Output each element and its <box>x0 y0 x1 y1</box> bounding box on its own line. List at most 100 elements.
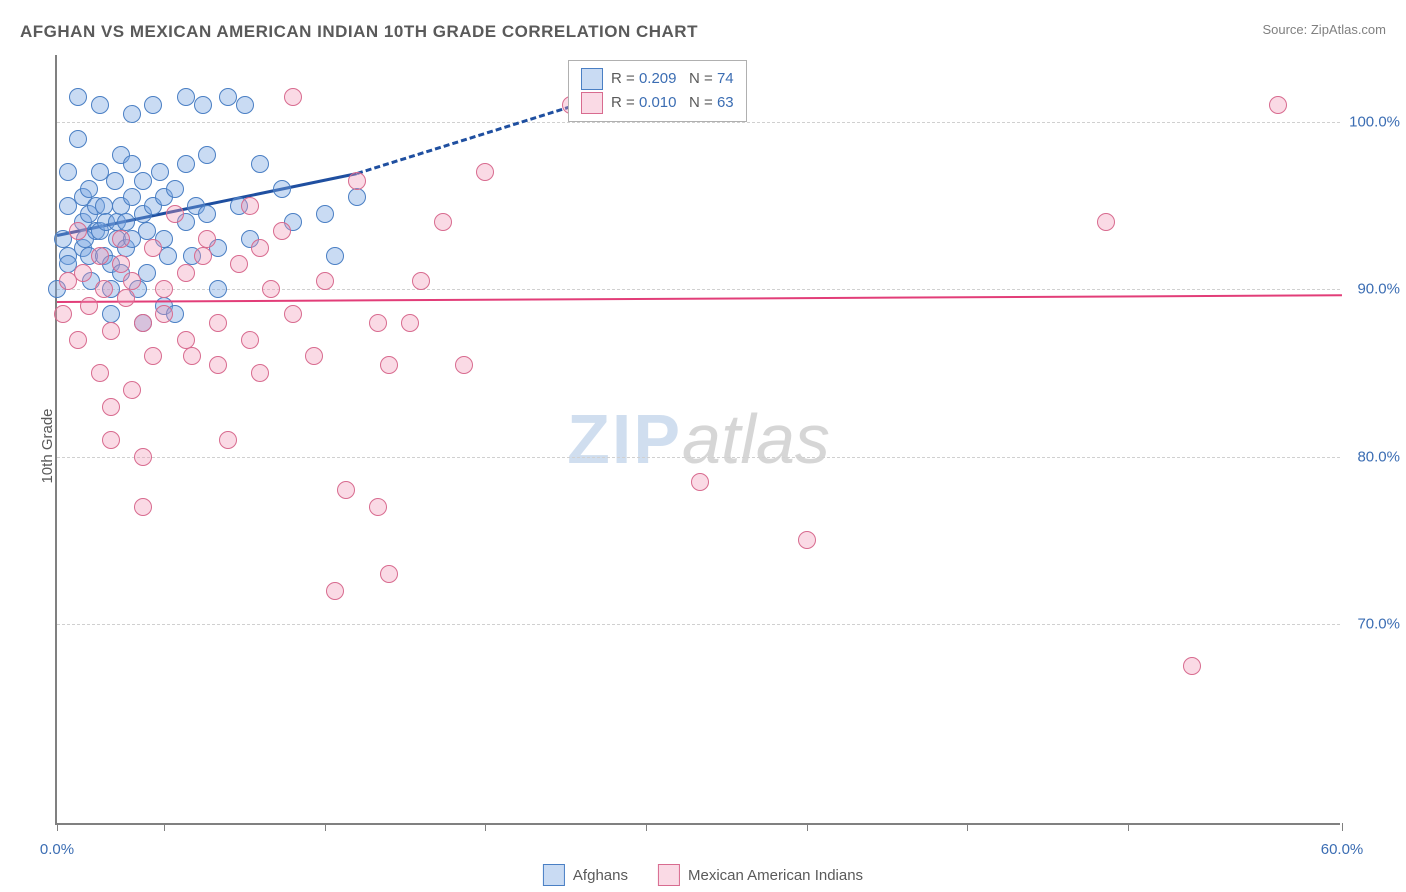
data-point-mexican <box>1269 96 1287 114</box>
data-point-mexican <box>369 498 387 516</box>
x-tick-label: 0.0% <box>40 841 74 858</box>
data-point-mexican <box>74 264 92 282</box>
data-point-afghans <box>69 130 87 148</box>
correlation-legend: R = 0.209 N = 74R = 0.010 N = 63 <box>568 60 747 122</box>
data-point-mexican <box>251 239 269 257</box>
data-point-mexican <box>455 356 473 374</box>
data-point-afghans <box>69 88 87 106</box>
data-point-mexican <box>102 322 120 340</box>
x-tick <box>57 823 58 831</box>
data-point-mexican <box>112 255 130 273</box>
data-point-mexican <box>316 272 334 290</box>
series-legend: Afghans Mexican American Indians <box>543 864 863 886</box>
x-tick <box>485 823 486 831</box>
data-point-mexican <box>284 88 302 106</box>
source-prefix: Source: <box>1262 22 1310 37</box>
data-point-mexican <box>155 280 173 298</box>
legend-swatch <box>658 864 680 886</box>
y-tick-label: 80.0% <box>1345 448 1400 465</box>
data-point-afghans <box>194 96 212 114</box>
data-point-mexican <box>91 247 109 265</box>
watermark: ZIPatlas <box>567 399 830 479</box>
gridline <box>57 624 1340 625</box>
data-point-mexican <box>177 264 195 282</box>
data-point-mexican <box>69 222 87 240</box>
data-point-afghans <box>59 163 77 181</box>
data-point-afghans <box>106 172 124 190</box>
x-tick <box>967 823 968 831</box>
watermark-zip: ZIP <box>567 400 682 478</box>
data-point-afghans <box>316 205 334 223</box>
data-point-mexican <box>230 255 248 273</box>
data-point-afghans <box>80 180 98 198</box>
data-point-mexican <box>691 473 709 491</box>
data-point-mexican <box>123 381 141 399</box>
legend-stats: R = 0.209 N = 74 <box>611 67 734 91</box>
data-point-mexican <box>1097 213 1115 231</box>
legend-row-mexican: R = 0.010 N = 63 <box>581 91 734 115</box>
legend-swatch <box>581 68 603 90</box>
x-tick <box>646 823 647 831</box>
data-point-afghans <box>166 180 184 198</box>
data-point-mexican <box>123 272 141 290</box>
data-point-mexican <box>412 272 430 290</box>
x-tick <box>325 823 326 831</box>
data-point-mexican <box>348 172 366 190</box>
data-point-afghans <box>102 305 120 323</box>
data-point-mexican <box>194 247 212 265</box>
data-point-mexican <box>476 163 494 181</box>
data-point-mexican <box>183 347 201 365</box>
bottom-legend-item-afghans: Afghans <box>543 864 628 886</box>
data-point-mexican <box>380 565 398 583</box>
x-tick <box>1342 823 1343 831</box>
data-point-afghans <box>134 172 152 190</box>
bottom-legend-item-mexican: Mexican American Indians <box>658 864 863 886</box>
source-link[interactable]: ZipAtlas.com <box>1311 22 1386 37</box>
data-point-afghans <box>198 146 216 164</box>
data-point-mexican <box>262 280 280 298</box>
data-point-afghans <box>209 280 227 298</box>
data-point-mexican <box>241 331 259 349</box>
data-point-mexican <box>369 314 387 332</box>
data-point-mexican <box>144 239 162 257</box>
gridline <box>57 457 1340 458</box>
data-point-mexican <box>177 331 195 349</box>
legend-label: Afghans <box>573 867 628 884</box>
data-point-afghans <box>151 163 169 181</box>
data-point-mexican <box>284 305 302 323</box>
data-point-mexican <box>326 582 344 600</box>
gridline <box>57 122 1340 123</box>
data-point-afghans <box>144 96 162 114</box>
x-tick-label: 60.0% <box>1321 841 1364 858</box>
data-point-mexican <box>1183 657 1201 675</box>
x-tick <box>807 823 808 831</box>
data-point-mexican <box>134 448 152 466</box>
data-point-afghans <box>177 88 195 106</box>
source-attribution: Source: ZipAtlas.com <box>1262 22 1386 37</box>
data-point-mexican <box>337 481 355 499</box>
data-point-mexican <box>209 314 227 332</box>
data-point-mexican <box>54 305 72 323</box>
data-point-mexican <box>80 297 98 315</box>
trend-line <box>57 294 1342 303</box>
data-point-mexican <box>380 356 398 374</box>
data-point-mexican <box>401 314 419 332</box>
x-tick <box>1128 823 1129 831</box>
data-point-mexican <box>166 205 184 223</box>
x-tick <box>164 823 165 831</box>
data-point-mexican <box>798 531 816 549</box>
data-point-afghans <box>123 105 141 123</box>
data-point-mexican <box>134 498 152 516</box>
data-point-mexican <box>273 222 291 240</box>
trend-line <box>356 105 571 175</box>
data-point-afghans <box>326 247 344 265</box>
y-axis-label: 10th Grade <box>39 408 56 483</box>
data-point-afghans <box>273 180 291 198</box>
data-point-mexican <box>219 431 237 449</box>
data-point-afghans <box>348 188 366 206</box>
data-point-afghans <box>236 96 254 114</box>
legend-label: Mexican American Indians <box>688 867 863 884</box>
data-point-afghans <box>123 188 141 206</box>
watermark-atlas: atlas <box>682 400 830 478</box>
data-point-mexican <box>91 364 109 382</box>
